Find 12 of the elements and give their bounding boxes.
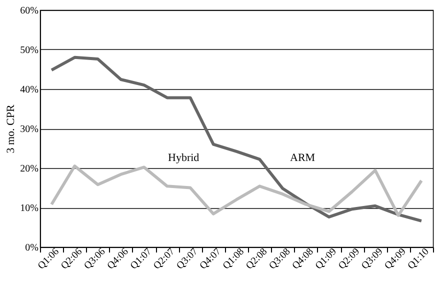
y-tick-label: 50% <box>20 45 38 56</box>
y-tick-label: 30% <box>20 124 38 135</box>
series-label: Hybrid <box>168 152 200 164</box>
y-tick-label: 10% <box>20 203 38 214</box>
y-tick-label: 40% <box>20 84 38 96</box>
y-axis-title: 3 mo. CPR <box>5 104 18 154</box>
line-series <box>50 164 423 217</box>
y-tick-label: 20% <box>20 164 38 174</box>
y-tick-label: 60% <box>20 6 38 16</box>
line-series <box>50 56 423 222</box>
series-label: ARM <box>290 152 316 164</box>
y-tick-label: 0% <box>25 242 38 254</box>
